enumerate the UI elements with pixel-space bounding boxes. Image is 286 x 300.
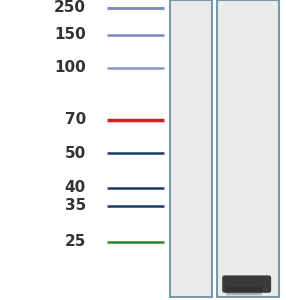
Text: 250: 250 [54,0,86,15]
FancyBboxPatch shape [170,0,212,297]
Text: 150: 150 [54,27,86,42]
Text: 40: 40 [65,180,86,195]
FancyBboxPatch shape [222,275,271,293]
FancyBboxPatch shape [226,286,262,295]
Text: 70: 70 [65,112,86,128]
Text: 35: 35 [65,198,86,213]
Text: 100: 100 [54,60,86,75]
Text: 25: 25 [64,234,86,249]
FancyBboxPatch shape [217,0,279,297]
Text: 50: 50 [65,146,86,160]
